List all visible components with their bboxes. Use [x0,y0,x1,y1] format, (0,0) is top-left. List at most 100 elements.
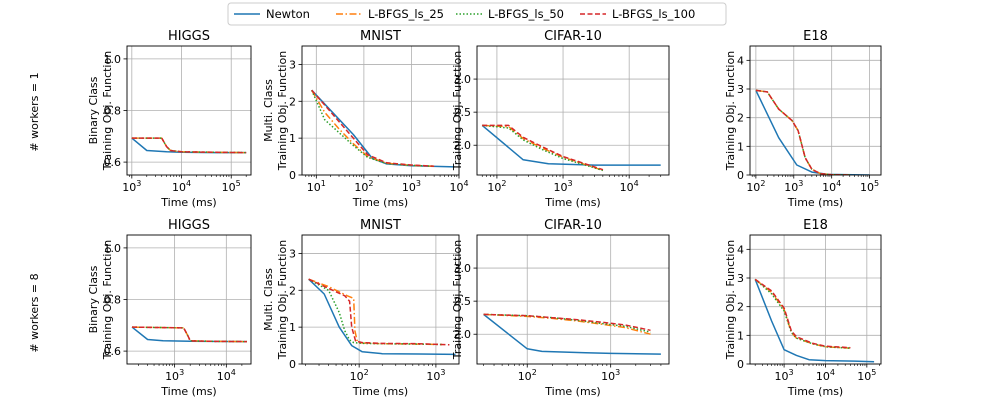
y-tick-label: 0 [289,169,296,182]
chart-panel: 102 103 2.0 2.5 3.0 CIFAR-10 Time (ms) Training… [451,218,670,398]
legend-entry-3: L-BFGS_ls_50 [456,7,564,21]
y-tick-label: 0 [289,358,296,371]
x-tick-label: 104 [172,179,191,194]
x-tick-label: 104 [217,368,236,383]
y-tick-label: 3.0 [454,262,472,275]
y-tick-label: 2.5 [454,106,472,119]
panel-title: CIFAR-10 [544,29,602,44]
y-tick-label: 2.0 [454,139,472,152]
panel-title: HIGGS [168,29,210,44]
y-axis-label: Multi. Class [262,268,275,331]
chart-panel: 103 104 105 0.6 0.8 1.0 HIGGS Time (ms) Binary C… [87,29,252,209]
y-axis-label: Training Obj. Function [101,240,114,360]
y-tick-label: 1.0 [104,242,122,255]
y-tick-label: 1 [289,132,296,145]
panel-title: MNIST [360,218,401,233]
series-line-newton [308,278,456,356]
chart-panel: 103 104 0.6 0.8 1.0 HIGGS Time (ms) Binary Clas… [87,218,252,398]
y-axis-label: Training Obj. Function [276,240,289,360]
x-axis-label: Time (ms) [160,385,216,398]
y-tick-label: 2 [737,112,744,125]
x-tick-label: 103 [601,368,620,383]
series-line-l-bfgs-ls-50 [311,89,435,167]
y-axis-label: Binary Class [87,76,100,144]
series-line-newton [311,89,455,168]
y-tick-label: 0.6 [104,156,122,169]
x-axis-label: Time (ms) [160,196,216,209]
series-line-l-bfgs-ls-100 [754,278,851,349]
series-line-l-bfgs-ls-100 [308,278,450,346]
series-line-l-bfgs-ls-50 [482,124,604,172]
y-tick-label: 0 [737,358,744,371]
chart-panel: 102 103 0 1 2 3 MNIST Time (ms) Multi. Class Trai… [262,218,460,398]
series-line-l-bfgs-ls-100 [483,313,651,332]
y-tick-label: 3 [289,58,296,71]
series-line-l-bfgs-ls-50 [308,278,443,346]
y-axis-label: Training Obj. Function [451,240,464,360]
y-tick-label: 0.6 [104,345,122,358]
x-tick-label: 104 [449,179,468,194]
y-tick-label: 2 [289,95,296,108]
x-tick-label: 102 [746,179,765,194]
legend-entry-1: Newton [234,7,310,21]
y-axis-label: Training Obj. Function [724,51,737,171]
y-tick-label: 0 [737,169,744,182]
x-tick-label: 103 [775,368,794,383]
y-tick-label: 3 [289,247,296,260]
x-tick-label: 103 [553,179,572,194]
x-tick-label: 103 [426,368,445,383]
series-line-l-bfgs-ls-25 [308,278,443,346]
y-tick-label: 1 [737,329,744,342]
x-tick-label: 103 [165,368,184,383]
x-tick-label: 105 [857,368,876,383]
y-tick-label: 3 [737,83,744,96]
y-axis-label: Training Obj. Function [724,240,737,360]
panel-title: E18 [803,29,828,44]
x-tick-label: 102 [487,179,506,194]
series-line-l-bfgs-ls-25 [483,313,651,335]
x-axis-label: Time (ms) [544,196,600,209]
plot-frame [749,45,882,176]
chart-panel: 103 104 105 0 1 2 3 4 E18 Time (ms) Training Obj. … [724,218,882,398]
x-axis-label: Time (ms) [352,196,408,209]
y-axis-label: Binary Class [87,265,100,333]
y-axis-label: Multi. Class [262,79,275,142]
x-tick-label: 104 [620,179,639,194]
y-tick-label: 3 [737,272,744,285]
x-tick-label: 105 [222,179,241,194]
x-tick-label: 105 [860,179,879,194]
x-tick-label: 104 [816,368,835,383]
series-line-newton [131,137,247,154]
chart-panel: 101 102 103 104 0 1 2 3 MNIST Time (ms) Multi. Cla… [262,29,469,209]
y-tick-label: 0.8 [104,105,122,118]
series-line-l-bfgs-ls-100 [755,89,850,175]
plot-frame [301,45,460,176]
chart-panel: 102 103 104 2.0 2.5 3.0 CIFAR-10 Time (ms) Train… [451,29,670,209]
series-line-l-bfgs-ls-25 [482,124,604,172]
series-line-l-bfgs-ls-25 [755,89,850,175]
y-tick-label: 2 [289,284,296,297]
legend: Newton L-BFGS_ls_25 L-BFGS_ls_50 L-BFGS_ls_… [227,2,727,26]
x-tick-label: 103 [402,179,421,194]
series-line-l-bfgs-ls-100 [311,89,435,167]
plot-frame [749,234,882,365]
y-tick-label: 2.5 [454,295,472,308]
chart-panel: 102 103 104 105 0 1 2 3 4 E18 Time (ms) Training Ob… [724,29,882,209]
x-axis-label: Time (ms) [787,196,843,209]
series-line-l-bfgs-ls-100 [131,137,247,154]
y-tick-label: 4 [737,243,744,256]
y-tick-label: 1 [289,321,296,334]
y-tick-label: 1 [737,140,744,153]
legend-entry-4: L-BFGS_ls_100 [580,7,695,21]
x-tick-label: 103 [122,179,141,194]
x-axis-label: Time (ms) [352,385,408,398]
plot-frame [476,234,670,365]
y-axis-label: Training Obj. Function [451,51,464,171]
y-axis-label: Training Obj. Function [276,51,289,171]
panel-title: CIFAR-10 [544,218,602,233]
y-tick-label: 4 [737,54,744,67]
legend-label: L-BFGS_ls_100 [612,7,695,21]
series-line-newton [483,313,661,355]
y-tick-label: 1.0 [104,53,122,66]
